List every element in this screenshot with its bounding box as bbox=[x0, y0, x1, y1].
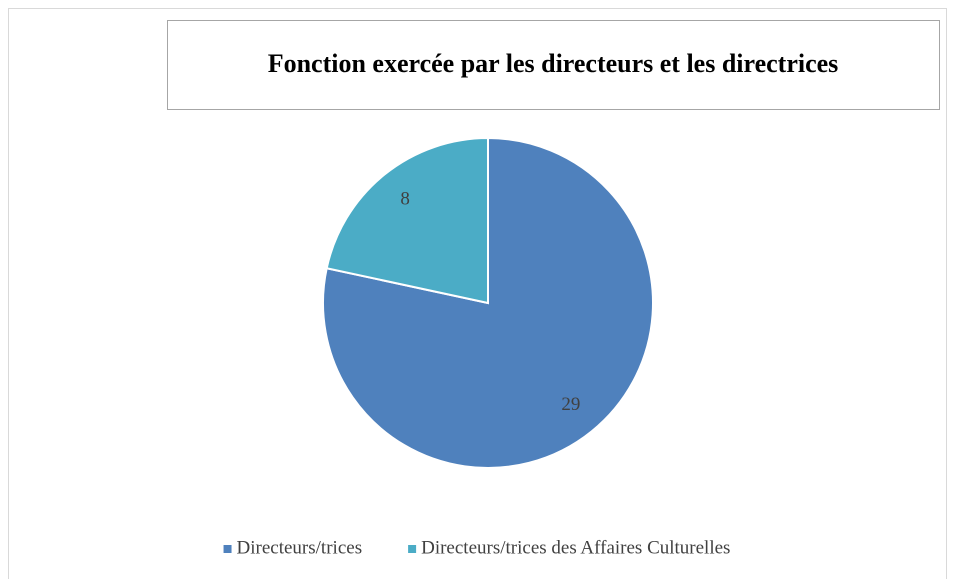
data-label: 8 bbox=[400, 189, 410, 210]
chart-title: Fonction exercée par les directeurs et l… bbox=[268, 49, 839, 78]
legend-marker bbox=[408, 545, 417, 553]
legend-marker bbox=[223, 545, 232, 553]
legend-label: Directeurs/trices des Affaires Culturell… bbox=[421, 537, 730, 558]
legend-label: Directeurs/trices bbox=[237, 537, 363, 558]
title-box bbox=[167, 20, 940, 110]
data-label: 29 bbox=[561, 394, 580, 415]
pie-slice bbox=[325, 136, 489, 305]
